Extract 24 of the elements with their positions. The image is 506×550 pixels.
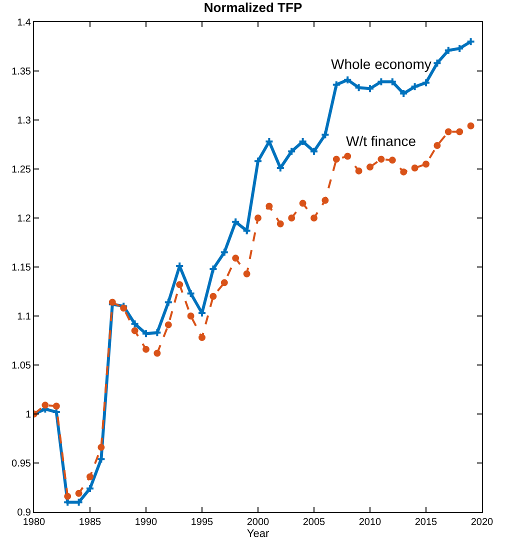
x-tick-label: 2005 — [302, 517, 326, 528]
y-tick-label: 1.3 — [17, 116, 32, 126]
y-tick-label: 1.2 — [17, 214, 32, 224]
series-label: W/t finance — [346, 133, 416, 149]
x-axis-title: Year — [246, 528, 270, 540]
chart-title: Normalized TFP — [204, 0, 302, 15]
y-tick-label: 1.15 — [12, 262, 32, 274]
y-tick-label: 0.9 — [17, 508, 32, 518]
x-tick-label: 2015 — [414, 517, 438, 528]
x-tick-label: 2020 — [470, 517, 494, 528]
series-label: Whole economy — [331, 56, 432, 72]
x-tick-label: 1995 — [190, 517, 214, 528]
y-tick-label: 1.4 — [17, 18, 32, 28]
y-tick-label: 1.25 — [12, 164, 32, 176]
x-tick-label: 2010 — [358, 517, 382, 528]
y-tick-label: 1.1 — [17, 312, 32, 322]
x-tick-label: 1985 — [78, 517, 102, 528]
x-tick-label: 1980 — [22, 517, 46, 528]
y-tick-label: 1 — [25, 410, 32, 420]
x-tick-label: 2000 — [246, 517, 270, 528]
y-tick-label: 0.95 — [12, 458, 32, 470]
y-tick-label: 1.35 — [12, 66, 32, 78]
y-tick-label: 1.05 — [12, 360, 32, 372]
x-tick-label: 1990 — [134, 517, 158, 528]
